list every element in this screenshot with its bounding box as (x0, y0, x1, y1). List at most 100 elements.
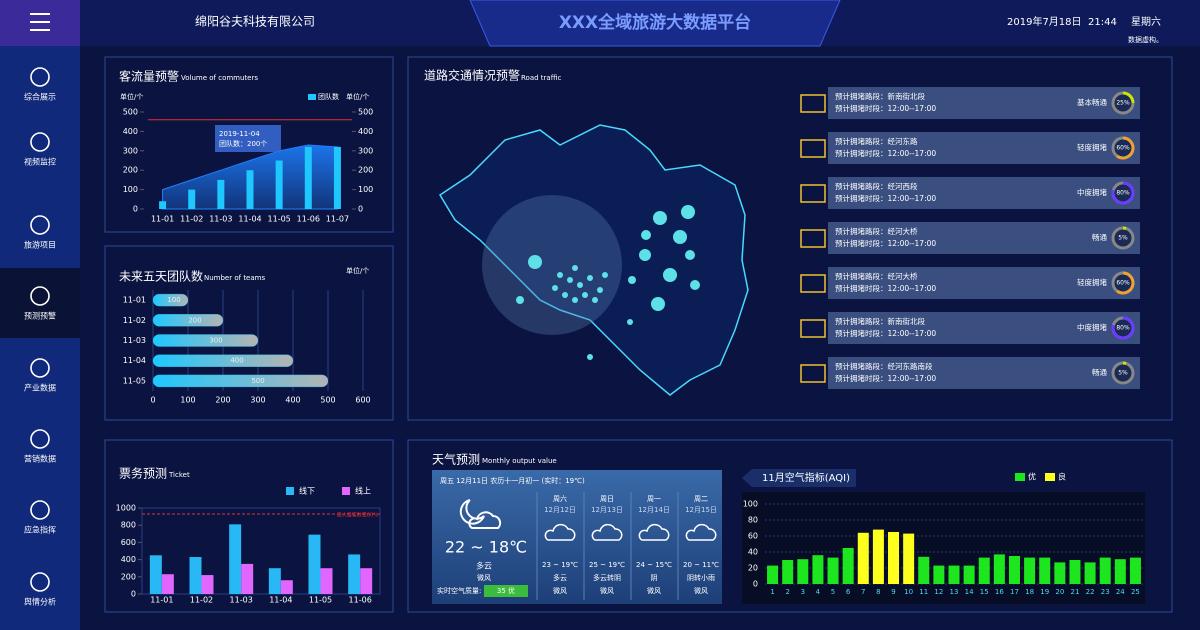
bar (812, 555, 824, 584)
bar (948, 565, 960, 584)
ring-label: 60% (1116, 280, 1130, 287)
aqi-label: 实时空气质量: (437, 586, 481, 595)
period: 预计拥堵时段：12:00--17:00 (835, 148, 936, 158)
bar (1069, 560, 1081, 584)
weekday: 星期六 (1131, 16, 1161, 28)
folder-icon (800, 184, 826, 203)
chart-subtitle: Volume of commuters (181, 74, 258, 82)
folder-icon (800, 94, 826, 113)
axis-label: 单位/个 (346, 266, 369, 275)
y-tick-label: 40 (748, 548, 758, 557)
bar (189, 557, 202, 594)
bar (241, 563, 254, 594)
y-tick-label: 200 (123, 166, 138, 175)
x-tick-label: 3 (801, 588, 805, 596)
y-tick-label: 600 (121, 538, 136, 547)
y-tick-label: 0 (358, 205, 363, 214)
folder-icon (800, 229, 826, 248)
status: 中度拥堵 (1077, 322, 1107, 332)
bar (152, 354, 294, 367)
sidebar-item[interactable]: 产业数据 (24, 383, 56, 393)
period: 预计拥堵时段：12:00--17:00 (835, 238, 936, 248)
chart-title: 票务预测 (119, 466, 167, 481)
day-temp: 20 ~ 11℃ (683, 561, 719, 569)
road: 预计拥堵路段：经河东路 (835, 136, 918, 146)
ring-arc (1111, 181, 1135, 205)
weather-card (432, 470, 722, 604)
x-tick-label: 11-05 (268, 215, 291, 224)
map-outline (438, 124, 749, 396)
status: 轻度拥堵 (1077, 277, 1107, 287)
sidebar-item[interactable]: 综合展示 (24, 92, 56, 102)
page-title: XXX全域旅游大数据平台 (559, 12, 751, 33)
panel-title: 道路交通情况预警 (424, 68, 520, 83)
tooltip-title: 2019-11-04 (219, 130, 260, 138)
ring-arc (1122, 91, 1135, 104)
x-tick-label: 23 (1101, 588, 1110, 596)
bar (161, 574, 174, 594)
status: 中度拥堵 (1077, 187, 1107, 197)
y-tick-label: 400 (123, 127, 138, 136)
legend-label: 线下 (299, 486, 315, 496)
bar (827, 557, 839, 584)
y-tick-label: 500 (358, 108, 373, 117)
road: 预计拥堵路段：新南街北段 (835, 316, 925, 326)
period: 预计拥堵时段：12:00--17:00 (835, 373, 936, 383)
bar (918, 556, 930, 584)
legend-swatch (342, 487, 350, 495)
legend-label: 线上 (355, 486, 371, 496)
sidebar-item[interactable]: 视频监控 (24, 157, 56, 167)
chart-title: 客流量预警 (119, 69, 179, 84)
sidebar-icon (30, 500, 50, 520)
y-tick-label: 11-01 (123, 296, 146, 305)
tooltip-text: 团队数：200个 (219, 139, 267, 148)
ring-label: 80% (1116, 325, 1130, 332)
y-tick-label: 60 (748, 532, 758, 541)
day-temp: 24 ~ 15℃ (636, 561, 672, 569)
x-tick-label: 300 (250, 396, 265, 405)
x-tick-label: 18 (1025, 588, 1034, 596)
legend-swatch (286, 487, 294, 495)
ring-label: 5% (1118, 235, 1128, 242)
sidebar-item[interactable]: 应急指挥 (24, 525, 56, 535)
y-tick-label: 500 (123, 108, 138, 117)
sidebar-icon (30, 429, 50, 449)
chart-title: 11月空气指标(AQI) (762, 471, 850, 484)
date: 2019年7月18日 (1007, 15, 1082, 28)
bar (152, 314, 224, 327)
x-tick-label: 11-03 (230, 596, 253, 605)
sidebar-icon (30, 132, 50, 152)
y-tick-label: 0 (131, 590, 136, 599)
sidebar-icon (30, 286, 50, 306)
menu-icon (30, 13, 50, 31)
panel-subtitle: Road traffic (521, 74, 561, 82)
sidebar-item[interactable]: 旅游项目 (24, 240, 56, 250)
folder-icon (800, 364, 826, 383)
x-tick-label: 11 (919, 588, 928, 596)
aqi-plot-bg (742, 492, 1145, 604)
sidebar-item[interactable]: 营销数据 (24, 454, 56, 464)
x-tick-label: 17 (1010, 588, 1019, 596)
sidebar-item[interactable]: 预测预警 (24, 311, 56, 321)
chart-title: 未来五天团队数 (119, 269, 203, 284)
bar (360, 568, 373, 594)
weather-icon (459, 499, 502, 529)
x-tick-label: 11-07 (326, 215, 349, 224)
sidebar-item[interactable]: 舆情分析 (24, 597, 56, 607)
day-date: 12月15日 (685, 506, 717, 514)
bar (782, 560, 794, 584)
day-condition: 多云转阴 (593, 573, 621, 582)
bar (1024, 557, 1036, 584)
x-tick-label: 11-01 (151, 215, 174, 224)
bar (857, 532, 869, 584)
x-tick-label: 400 (285, 396, 300, 405)
period: 预计拥堵时段：12:00--17:00 (835, 103, 936, 113)
y-tick-label: 100 (123, 185, 138, 194)
x-tick-label: 15 (980, 588, 989, 596)
day-weekday: 周二 (694, 495, 708, 503)
day-temp: 25 ~ 19℃ (589, 561, 625, 569)
value-label: 300 (209, 337, 222, 345)
y-tick-label: 200 (121, 572, 136, 581)
